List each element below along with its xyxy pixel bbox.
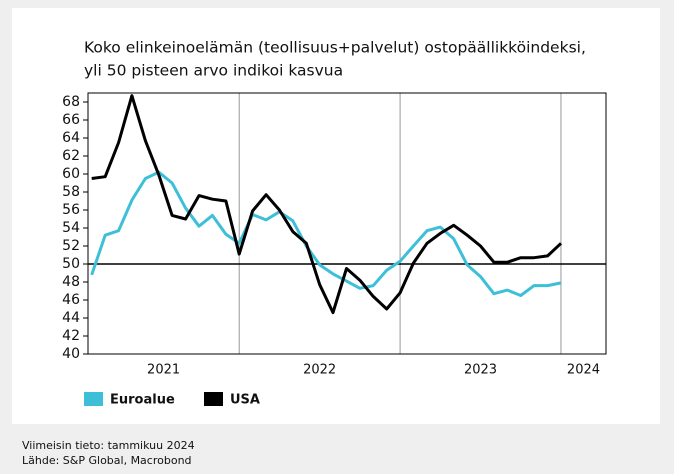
x-tick-label: 2024 [567, 363, 600, 378]
legend-swatch [84, 392, 103, 406]
y-tick-label: 56 [62, 202, 80, 218]
y-tick-label: 40 [62, 346, 80, 362]
series-line [91, 94, 563, 315]
y-tick-label: 60 [62, 166, 80, 182]
y-tick-label: 46 [62, 292, 80, 308]
y-tick-label: 68 [62, 94, 80, 110]
y-tick-label: 54 [62, 220, 80, 236]
y-tick-label: 50 [62, 256, 80, 272]
y-tick-label: 58 [62, 184, 80, 200]
y-tick-label: 62 [62, 148, 80, 164]
legend-swatch [204, 392, 223, 406]
y-tick-label: 64 [62, 130, 80, 146]
x-tick-label: 2022 [303, 363, 336, 378]
y-tick-label: 48 [62, 274, 80, 290]
chart-subtitle: yli 50 pisteen arvo indikoi kasvua [84, 62, 343, 80]
series-line [90, 170, 562, 297]
panel [12, 8, 660, 424]
note: Viimeisin tieto: tammikuu 2024 [22, 439, 195, 452]
y-tick-label: 52 [62, 238, 80, 254]
y-tick-label: 66 [62, 112, 80, 128]
y-tick-label: 42 [62, 328, 80, 344]
legend-label: Euroalue [110, 393, 175, 408]
chart-title: Koko elinkeinoelämän (teollisuus+palvelu… [84, 39, 586, 57]
legend-label: USA [230, 393, 260, 408]
x-tick-label: 2023 [464, 363, 497, 378]
plot-frame [87, 92, 607, 355]
note: Lähde: S&P Global, Macrobond [22, 454, 192, 467]
y-tick-label: 44 [62, 310, 80, 326]
x-tick-label: 2021 [147, 363, 180, 378]
